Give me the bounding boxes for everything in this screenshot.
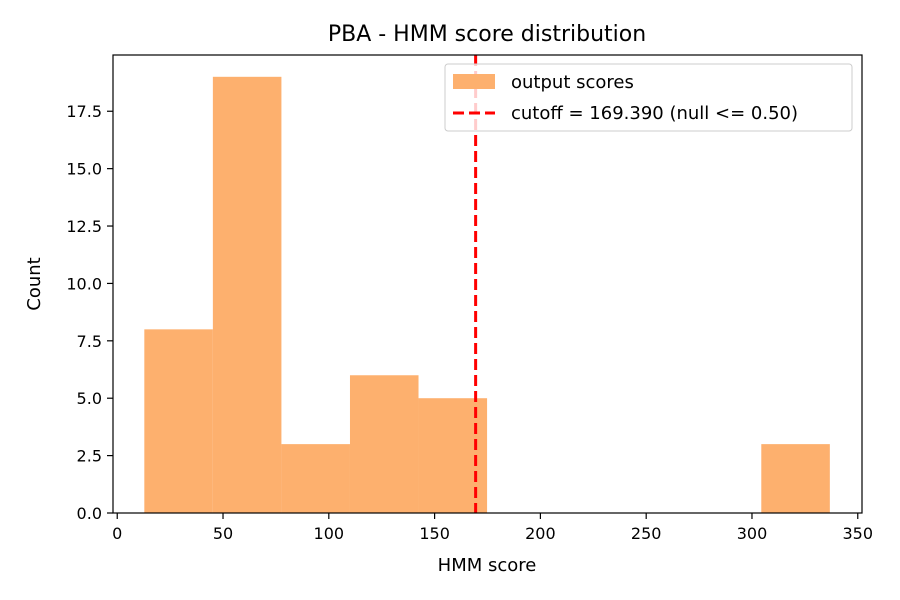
legend-swatch-output-scores	[453, 74, 495, 89]
y-tick-label: 15.0	[66, 160, 102, 179]
x-tick-label: 200	[525, 524, 556, 543]
x-tick-label: 50	[213, 524, 233, 543]
x-axis-ticks: 0 50 100 150 200 250 300 350	[112, 513, 873, 543]
histogram-bar	[144, 329, 213, 513]
y-axis-label: Count	[24, 257, 45, 310]
x-tick-label: 100	[314, 524, 345, 543]
histogram-bar	[349, 375, 419, 513]
y-tick-label: 17.5	[66, 102, 102, 121]
y-tick-label: 5.0	[77, 389, 102, 408]
histogram-bar	[212, 76, 282, 514]
legend-label-output-scores: output scores	[511, 72, 634, 93]
y-tick-label: 12.5	[66, 217, 102, 236]
y-tick-label: 0.0	[77, 504, 102, 523]
legend: output scores cutoff = 169.390 (null <= …	[444, 63, 853, 132]
x-tick-label: 350	[842, 524, 873, 543]
x-tick-label: 150	[419, 524, 450, 543]
histogram-bar	[281, 444, 350, 513]
y-tick-label: 10.0	[66, 274, 102, 293]
x-tick-label: 0	[112, 524, 122, 543]
x-tick-label: 300	[737, 524, 768, 543]
legend-box	[444, 63, 853, 132]
y-tick-label: 2.5	[77, 447, 102, 466]
x-axis-label: HMM score	[438, 555, 537, 576]
legend-label-cutoff: cutoff = 169.390 (null <= 0.50)	[511, 103, 798, 124]
y-axis-ticks: 0.0 2.5 5.0 7.5 10.0 12.5 15.0 17.5	[66, 102, 113, 523]
y-tick-label: 7.5	[77, 332, 102, 351]
chart-title: PBA - HMM score distribution	[328, 22, 646, 47]
x-tick-label: 250	[631, 524, 662, 543]
histogram-bar	[761, 444, 830, 513]
